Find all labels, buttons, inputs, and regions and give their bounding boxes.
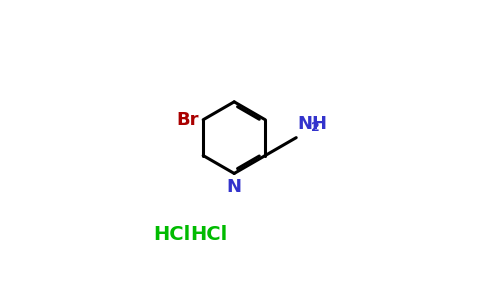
Text: 2: 2 [311,121,319,134]
Text: NH: NH [297,115,327,133]
Text: N: N [227,178,242,196]
Text: HCl: HCl [153,225,190,244]
Text: HCl: HCl [190,225,227,244]
Text: Br: Br [177,111,199,129]
